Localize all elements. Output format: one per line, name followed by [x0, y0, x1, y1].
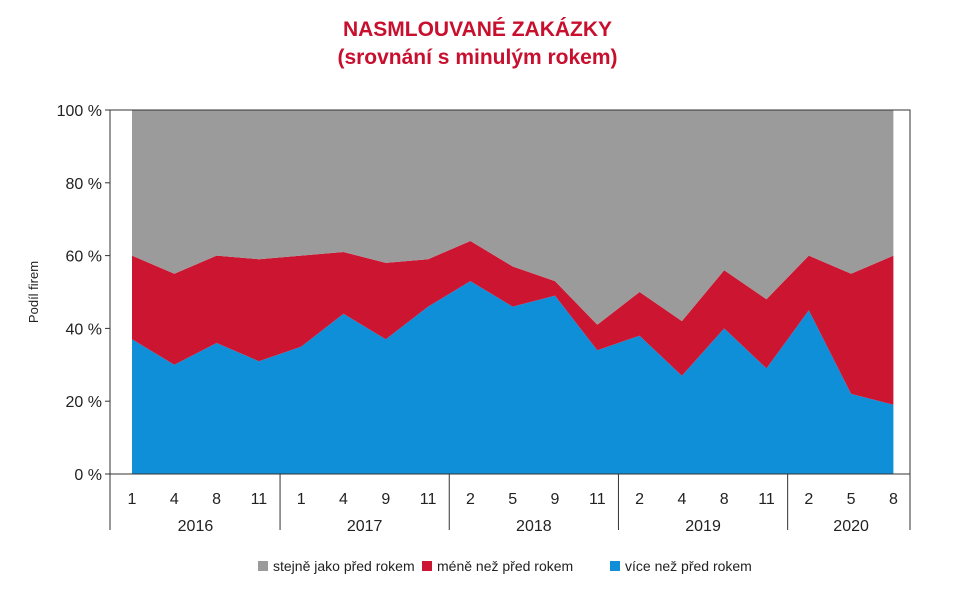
legend-label: více než před rokem	[625, 558, 752, 574]
chart-subtitle: (srovnání s minulým rokem)	[337, 46, 618, 69]
x-tick-label: 1	[297, 491, 306, 508]
y-tick-label: 40 %	[66, 321, 102, 338]
x-tick-label: 9	[381, 491, 390, 508]
x-tick-label: 2	[804, 491, 813, 508]
y-tick-label: 100 %	[57, 103, 102, 120]
x-tick-label: 4	[677, 491, 686, 508]
x-tick-label: 11	[589, 491, 606, 508]
legend-swatch	[610, 561, 620, 571]
legend-swatch	[422, 561, 432, 571]
legend-swatch	[258, 561, 268, 571]
x-tick-label: 8	[889, 491, 898, 508]
x-tick-label: 1	[128, 491, 137, 508]
x-group-label: 2017	[347, 518, 383, 535]
y-tick-label: 60 %	[66, 249, 102, 266]
x-tick-label: 4	[339, 491, 348, 508]
x-tick-label: 4	[170, 491, 179, 508]
x-tick-label: 5	[508, 491, 517, 508]
plot-border	[109, 109, 911, 475]
area-series-1	[132, 281, 894, 474]
x-tick-label: 11	[420, 491, 437, 508]
x-group-label: 2018	[516, 518, 552, 535]
y-tick-label: 20 %	[66, 394, 102, 411]
x-tick-label: 2	[635, 491, 644, 508]
x-tick-label: 11	[758, 491, 775, 508]
x-tick-label: 2	[466, 491, 475, 508]
area-series-3	[132, 110, 894, 325]
x-tick-label: 9	[551, 491, 560, 508]
legend-label: méně než před rokem	[437, 558, 573, 574]
x-tick-label: 11	[251, 491, 268, 508]
y-axis-label: Podíl firem	[26, 261, 41, 323]
x-group-label: 2016	[178, 518, 214, 535]
x-group-label: 2020	[833, 518, 869, 535]
x-tick-label: 8	[720, 491, 729, 508]
area-series-2	[132, 241, 894, 405]
chart-title: NASMLOUVANÉ ZAKÁZKY	[342, 18, 613, 41]
y-tick-label: 80 %	[66, 176, 102, 193]
x-tick-label: 8	[212, 491, 221, 508]
x-group-label: 2019	[685, 518, 721, 535]
y-tick-label: 0 %	[74, 467, 102, 484]
x-tick-label: 5	[847, 491, 856, 508]
legend-label: stejně jako před rokem	[273, 558, 415, 574]
